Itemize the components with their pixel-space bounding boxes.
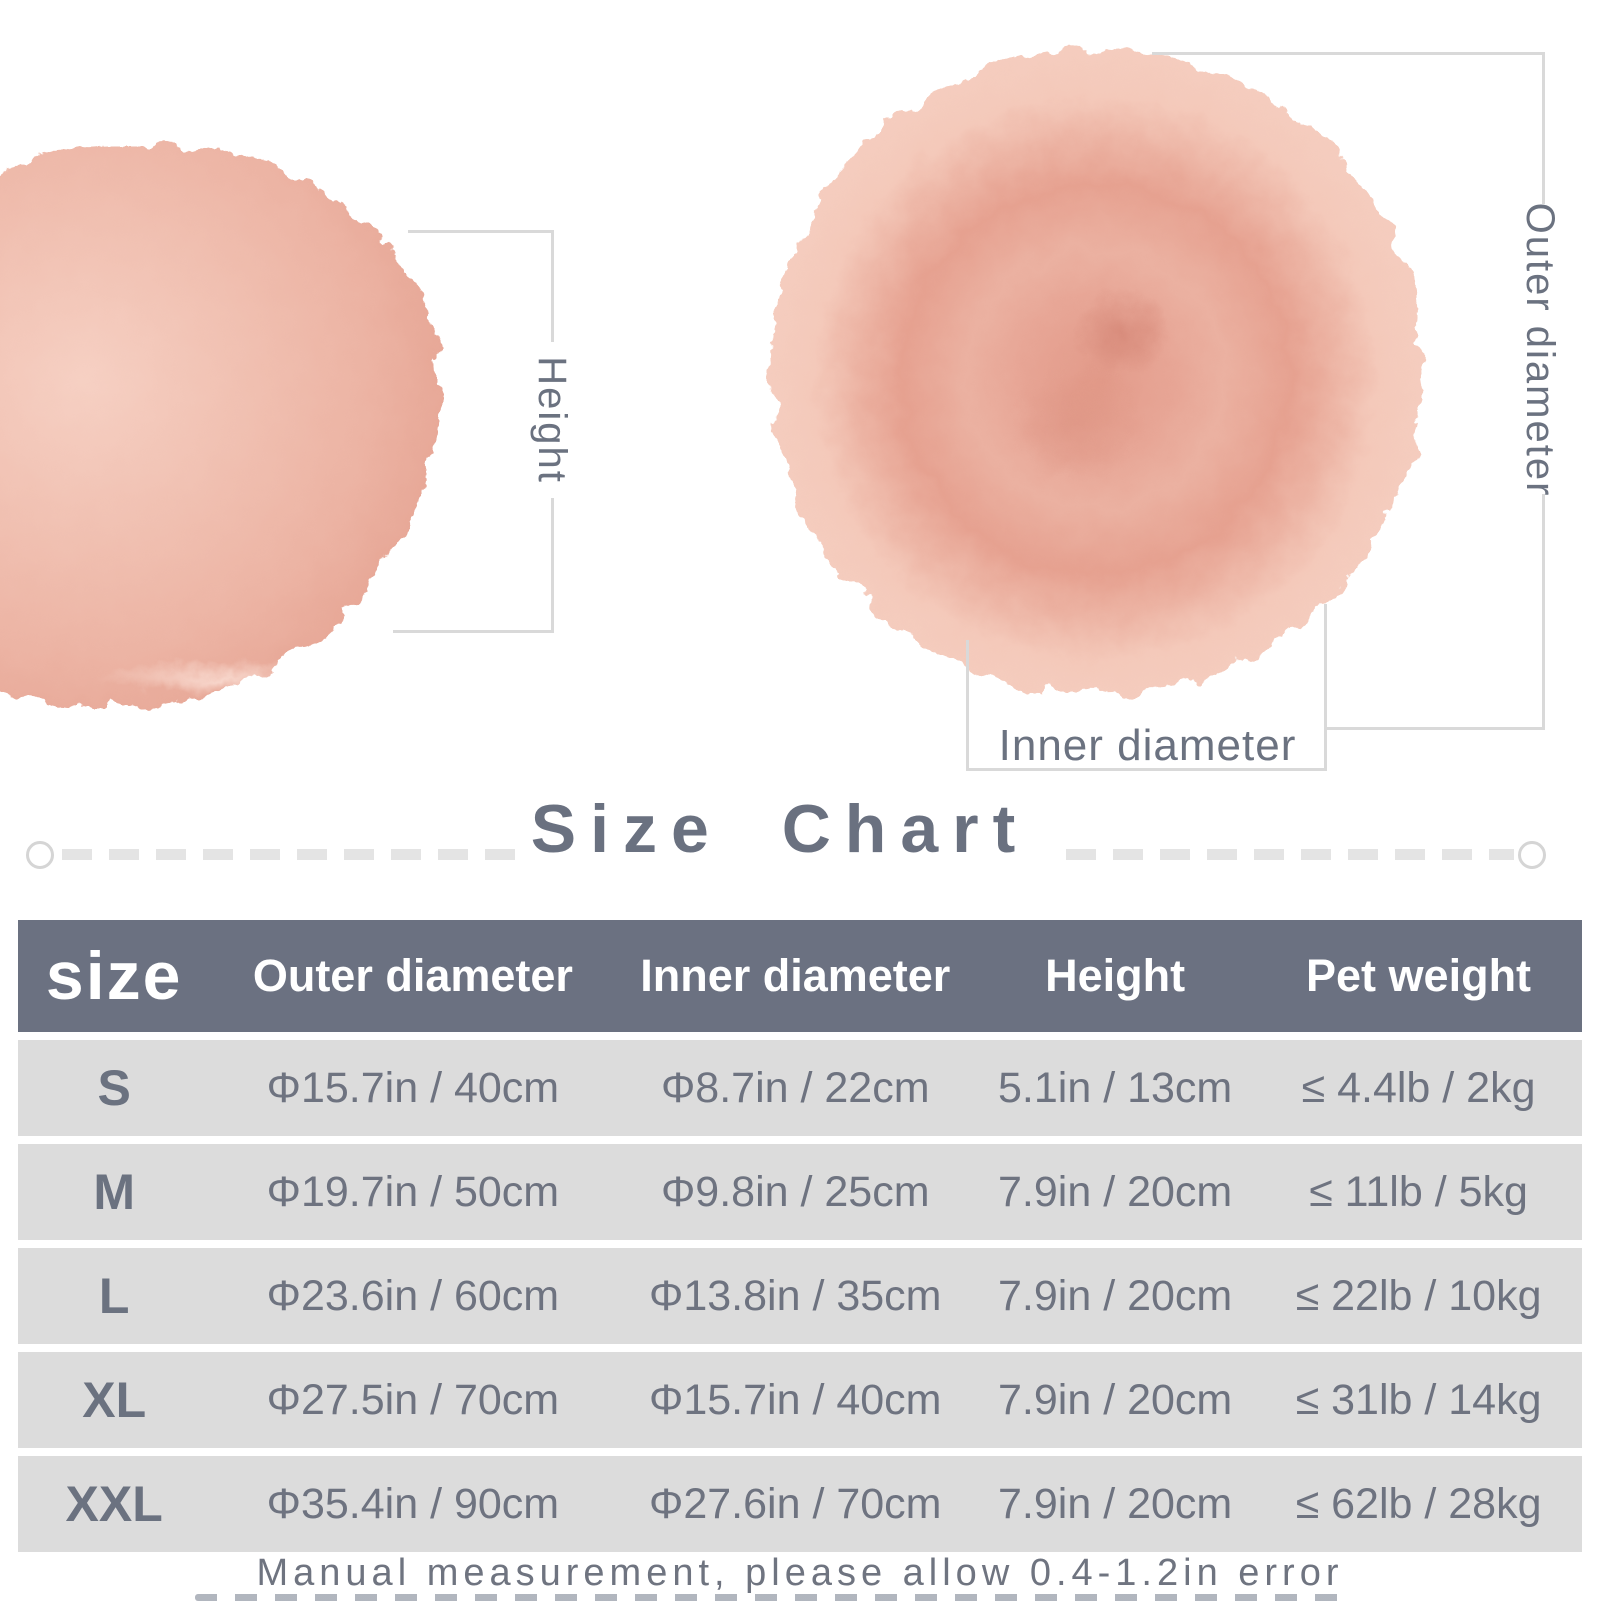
pet-bed-top-view xyxy=(770,50,1422,694)
outer-diameter-label: Outer diameter xyxy=(1518,202,1563,498)
header-pet-weight: Pet weight xyxy=(1306,950,1532,1001)
row-l-outer: Φ23.6in / 60cm xyxy=(266,1271,560,1320)
height-label: Height xyxy=(530,356,575,484)
row-m-weight: ≤ 11lb / 5kg xyxy=(1309,1167,1528,1216)
row-m-height: 7.9in / 20cm xyxy=(998,1167,1233,1216)
header-height: Height xyxy=(1045,950,1186,1001)
outer-diameter-top-line xyxy=(1152,52,1545,55)
divider-right-circle xyxy=(1518,841,1546,869)
row-xxl-inner: Φ27.6in / 70cm xyxy=(649,1479,942,1528)
row-xl-outer: Φ27.5in / 70cm xyxy=(266,1375,560,1424)
size-table: size Outer diameter Inner diameter Heigh… xyxy=(18,920,1582,1560)
row-m-size: M xyxy=(93,1164,135,1220)
header-inner-diameter: Inner diameter xyxy=(640,950,951,1001)
row-l-inner: Φ13.8in / 35cm xyxy=(649,1271,942,1320)
outer-diameter-vertical-lower xyxy=(1542,494,1545,730)
row-l-height: 7.9in / 20cm xyxy=(998,1271,1233,1320)
inner-diameter-left-line xyxy=(966,640,969,770)
header-size: size xyxy=(45,938,183,1014)
row-xxl-outer: Φ35.4in / 90cm xyxy=(266,1479,560,1528)
outer-diameter-vertical-upper xyxy=(1542,52,1545,204)
row-s-size: S xyxy=(97,1060,131,1116)
table-row-m: M Φ19.7in / 50cm Φ9.8in / 25cm 7.9in / 2… xyxy=(18,1144,1582,1240)
height-bracket-top-line xyxy=(408,230,554,233)
table-row-s: S Φ15.7in / 40cm Φ8.7in / 22cm 5.1in / 1… xyxy=(18,1040,1582,1136)
row-l-weight: ≤ 22lb / 10kg xyxy=(1295,1271,1542,1320)
inner-diameter-bottom-line xyxy=(966,768,1327,771)
row-l-size: L xyxy=(98,1268,130,1324)
row-m-inner: Φ9.8in / 25cm xyxy=(661,1167,930,1216)
divider-right-dashes xyxy=(1066,849,1514,860)
table-row-xl: XL Φ27.5in / 70cm Φ15.7in / 40cm 7.9in /… xyxy=(18,1352,1582,1448)
row-xxl-height: 7.9in / 20cm xyxy=(998,1479,1233,1528)
pet-bed-side-view xyxy=(0,146,440,706)
row-m-outer: Φ19.7in / 50cm xyxy=(266,1167,560,1216)
row-s-outer: Φ15.7in / 40cm xyxy=(266,1063,560,1112)
table-row-l: L Φ23.6in / 60cm Φ13.8in / 35cm 7.9in / … xyxy=(18,1248,1582,1344)
row-xxl-size: XXL xyxy=(65,1476,163,1532)
divider-left-dashes xyxy=(62,849,520,860)
height-bracket-bottom-line xyxy=(393,630,554,633)
row-xl-weight: ≤ 31lb / 14kg xyxy=(1295,1375,1542,1424)
row-xl-size: XL xyxy=(82,1372,147,1428)
page-title: Size Chart xyxy=(530,791,1030,867)
row-s-weight: ≤ 4.4lb / 2kg xyxy=(1301,1063,1536,1112)
table-row-xxl: XXL Φ35.4in / 90cm Φ27.6in / 70cm 7.9in … xyxy=(18,1456,1582,1552)
inner-diameter-right-line xyxy=(1324,604,1327,770)
height-bracket-vertical-upper xyxy=(551,230,554,342)
row-xl-height: 7.9in / 20cm xyxy=(998,1375,1233,1424)
cut-off-text-line xyxy=(195,1594,1350,1601)
row-xxl-weight: ≤ 62lb / 28kg xyxy=(1295,1479,1542,1528)
row-s-height: 5.1in / 13cm xyxy=(998,1063,1233,1112)
size-table-header-row: size Outer diameter Inner diameter Heigh… xyxy=(18,920,1582,1032)
height-bracket-vertical-lower xyxy=(551,498,554,632)
outer-diameter-connector-line xyxy=(1325,727,1545,730)
row-xl-inner: Φ15.7in / 40cm xyxy=(649,1375,942,1424)
row-s-inner: Φ8.7in / 22cm xyxy=(661,1063,930,1112)
measurement-disclaimer: Manual measurement, please allow 0.4-1.2… xyxy=(256,1552,1344,1594)
inner-diameter-label: Inner diameter xyxy=(998,721,1297,770)
header-outer-diameter: Outer diameter xyxy=(252,950,573,1001)
divider-left-circle xyxy=(26,841,54,869)
